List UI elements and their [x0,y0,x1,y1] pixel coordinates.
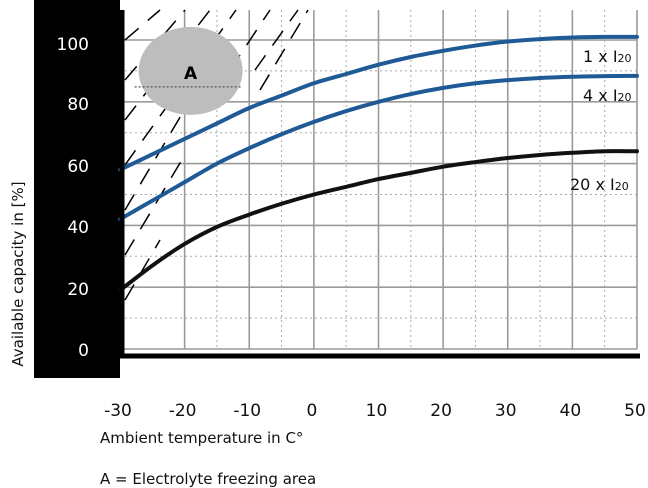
x-axis-label: Ambient temperature in C° [100,429,303,447]
axes [119,10,640,359]
freezing-area-note: A = Electrolyte freezing area [100,470,316,488]
hatch-line [259,9,309,91]
x-tick-label: 0 [306,401,317,421]
x-tick-labels: -30 -20 -10 0 10 20 30 40 50 [104,401,646,421]
x-tick-label: -20 [169,401,197,421]
annotation-label: A [184,64,198,84]
hatch-line [254,9,299,71]
y-tick-labels: 0 20 40 60 80 100 [57,35,89,361]
series-lines [118,34,639,293]
series-labels: 1 x I20 4 x I20 20 x I20 [570,47,632,194]
series-label: 20 x I20 [570,175,629,194]
x-tick-label: 30 [495,401,517,421]
series-line [118,73,639,222]
y-axis-label: Available capacity in [%] [9,181,27,366]
series-label: 4 x I20 [583,86,632,105]
hatch-line [124,9,161,41]
annotations: A [134,26,243,115]
series-line [118,149,639,293]
x-tick-label: -10 [233,401,261,421]
x-tick-label: 20 [430,401,452,421]
series-label-subscript: 20 [618,91,632,104]
x-tick-label: 40 [560,401,582,421]
series-label-subscript: 20 [618,52,632,65]
y-tick-label: 60 [67,157,89,177]
y-tick-label: 40 [67,218,89,238]
freezing-area-ellipse [138,26,243,115]
y-tick-label: 20 [67,280,89,300]
hatch-line [124,239,161,301]
x-tick-label: 50 [624,401,646,421]
x-tick-label: -30 [104,401,132,421]
y-axis-band [34,0,120,378]
y-tick-label: 80 [67,95,89,115]
y-tick-label: 100 [57,35,89,55]
x-tick-label: 10 [366,401,388,421]
series-line [118,34,639,172]
hatch-line [124,157,184,256]
series-label-subscript: 20 [615,180,629,193]
series-label: 1 x I20 [583,47,632,66]
y-tick-label: 0 [78,341,89,361]
